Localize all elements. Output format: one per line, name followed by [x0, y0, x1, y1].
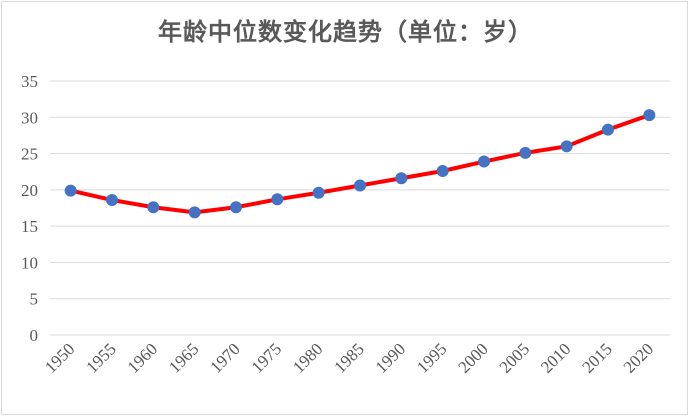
data-point	[560, 140, 573, 153]
data-point	[395, 172, 408, 185]
x-tick-label: 1995	[413, 339, 450, 376]
data-point	[436, 164, 449, 177]
x-tick-label: 1990	[372, 339, 409, 376]
data-point	[188, 206, 201, 219]
x-tick-label: 1965	[165, 339, 202, 376]
data-point	[354, 179, 366, 192]
data-point	[106, 194, 118, 207]
data-point	[312, 186, 325, 199]
chart-title: 年龄中位数变化趋势（单位：岁）	[158, 17, 533, 46]
x-tick-label: 1970	[206, 339, 243, 376]
data-point	[643, 109, 656, 122]
data-point	[64, 184, 77, 197]
y-tick-label: 20	[21, 181, 38, 200]
y-tick-label: 30	[21, 108, 38, 127]
data-point	[519, 146, 532, 159]
x-tick-label: 1960	[124, 339, 161, 376]
y-tick-label: 10	[21, 253, 38, 272]
x-tick-label: 1980	[289, 339, 326, 376]
x-tick-label: 2020	[620, 339, 657, 376]
x-tick-label: 1975	[248, 339, 285, 376]
x-tick-label: 1985	[330, 339, 367, 376]
x-tick-label: 2010	[537, 339, 574, 376]
data-point	[478, 155, 490, 168]
y-tick-label: 5	[30, 290, 39, 309]
x-tick-label: 1950	[41, 339, 78, 376]
x-tick-label: 2015	[578, 339, 615, 376]
y-tick-label: 35	[21, 72, 38, 91]
y-tick-label: 25	[21, 145, 38, 164]
x-tick-label: 2005	[496, 339, 533, 376]
data-point	[147, 201, 160, 214]
y-tick-label: 0	[30, 326, 39, 345]
data-point	[602, 123, 614, 136]
x-tick-label: 2000	[454, 339, 491, 376]
data-point	[230, 201, 242, 214]
y-tick-label: 15	[21, 217, 38, 236]
series-line	[68, 113, 652, 215]
data-point	[271, 193, 284, 206]
x-tick-label: 1955	[82, 339, 119, 376]
